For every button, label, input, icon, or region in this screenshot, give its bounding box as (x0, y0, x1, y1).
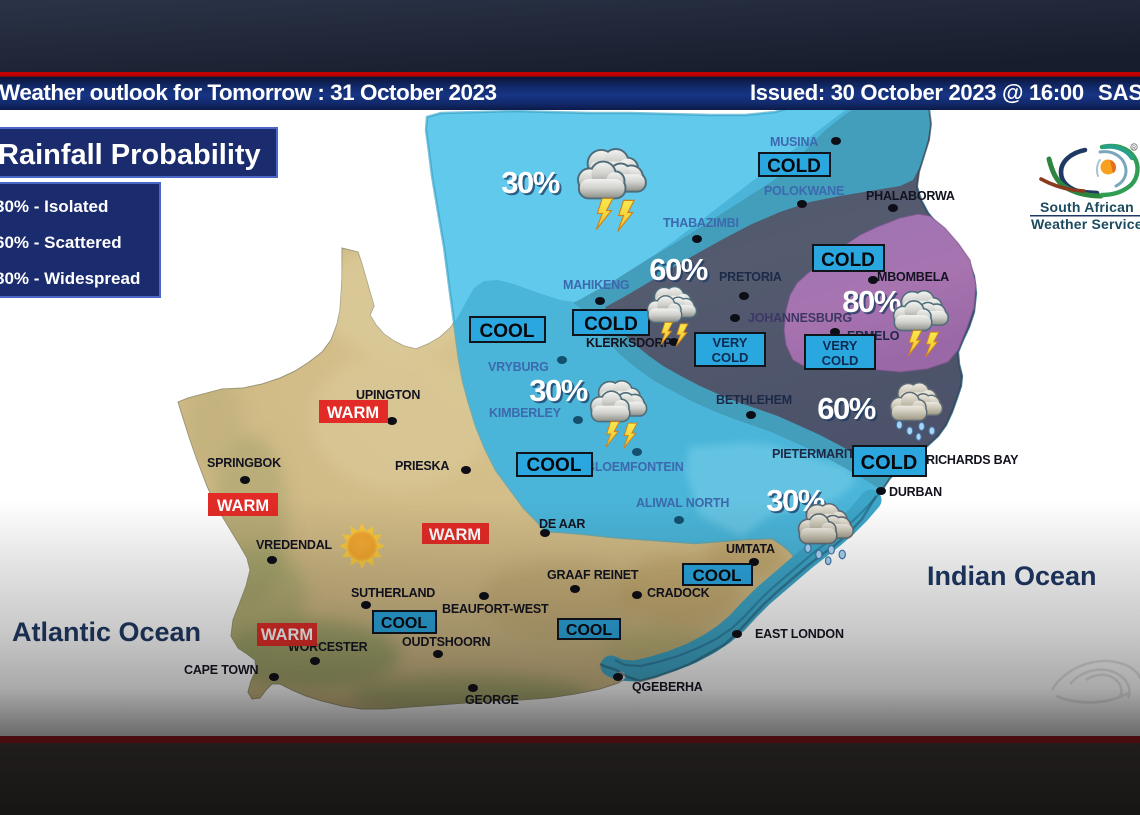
svg-text:POLOKWANE: POLOKWANE (764, 184, 844, 198)
svg-text:80%: 80% (842, 284, 900, 319)
svg-text:30%: 30% (531, 375, 589, 410)
svg-text:COLD: COLD (822, 353, 859, 368)
svg-text:SAST: SAST (1098, 80, 1140, 105)
svg-text:South African: South African (1040, 199, 1134, 215)
svg-text:COLD: COLD (712, 350, 749, 365)
svg-text:80% - Widespread: 80% - Widespread (0, 269, 140, 288)
svg-text:80%: 80% (844, 286, 902, 321)
svg-text:COLD: COLD (767, 156, 821, 177)
svg-text:BLOEMFONTEIN: BLOEMFONTEIN (586, 460, 684, 474)
svg-text:KLERKSDORP: KLERKSDORP (586, 336, 672, 350)
svg-text:60%: 60% (817, 391, 875, 426)
svg-text:60% - Scattered: 60% - Scattered (0, 233, 122, 252)
svg-text:MBOMBELA: MBOMBELA (877, 270, 949, 284)
svg-text:BETHLEHEM: BETHLEHEM (716, 393, 792, 407)
svg-text:DURBAN: DURBAN (889, 485, 942, 499)
svg-text:WARM: WARM (327, 404, 379, 422)
svg-text:COLD: COLD (584, 314, 638, 335)
svg-text:VRYBURG: VRYBURG (488, 360, 549, 374)
svg-text:VERY: VERY (823, 338, 858, 353)
svg-text:VERY: VERY (713, 335, 748, 350)
svg-text:PRIESKA: PRIESKA (395, 459, 449, 473)
svg-text:SPRINGBOK: SPRINGBOK (207, 456, 281, 470)
svg-text:30% - Isolated: 30% - Isolated (0, 197, 108, 216)
svg-text:COOL: COOL (527, 455, 582, 476)
svg-text:60%: 60% (651, 254, 709, 289)
svg-text:COLD: COLD (821, 250, 875, 271)
svg-text:KIMBERLEY: KIMBERLEY (489, 406, 562, 420)
svg-text:JOHANNESBURG: JOHANNESBURG (748, 311, 852, 325)
svg-text:THABAZIMBI: THABAZIMBI (663, 216, 739, 230)
svg-text:RICHARDS BAY: RICHARDS BAY (926, 453, 1019, 467)
svg-text:60%: 60% (649, 252, 707, 287)
svg-text:R: R (1132, 146, 1136, 152)
svg-text:MAHIKENG: MAHIKENG (563, 278, 629, 292)
svg-text:PHALABORWA: PHALABORWA (866, 189, 955, 203)
svg-text:PRETORIA: PRETORIA (719, 270, 782, 284)
svg-text:COLD: COLD (861, 452, 918, 474)
svg-text:Rainfall Probability: Rainfall Probability (0, 139, 261, 171)
svg-text:60%: 60% (819, 393, 877, 428)
svg-text:COOL: COOL (480, 321, 535, 342)
svg-text:30%: 30% (529, 373, 587, 408)
svg-text:Weather outlook for Tomorrow :: Weather outlook for Tomorrow : 31 Octobe… (0, 80, 497, 105)
svg-text:Issued: 30 October 2023 @ 16:0: Issued: 30 October 2023 @ 16:00 (750, 80, 1084, 105)
svg-text:30%: 30% (503, 167, 561, 202)
svg-text:UPINGTON: UPINGTON (356, 388, 420, 402)
svg-text:MUSINA: MUSINA (770, 135, 818, 149)
svg-text:Weather Service: Weather Service (1031, 216, 1140, 232)
svg-text:30%: 30% (501, 165, 559, 200)
